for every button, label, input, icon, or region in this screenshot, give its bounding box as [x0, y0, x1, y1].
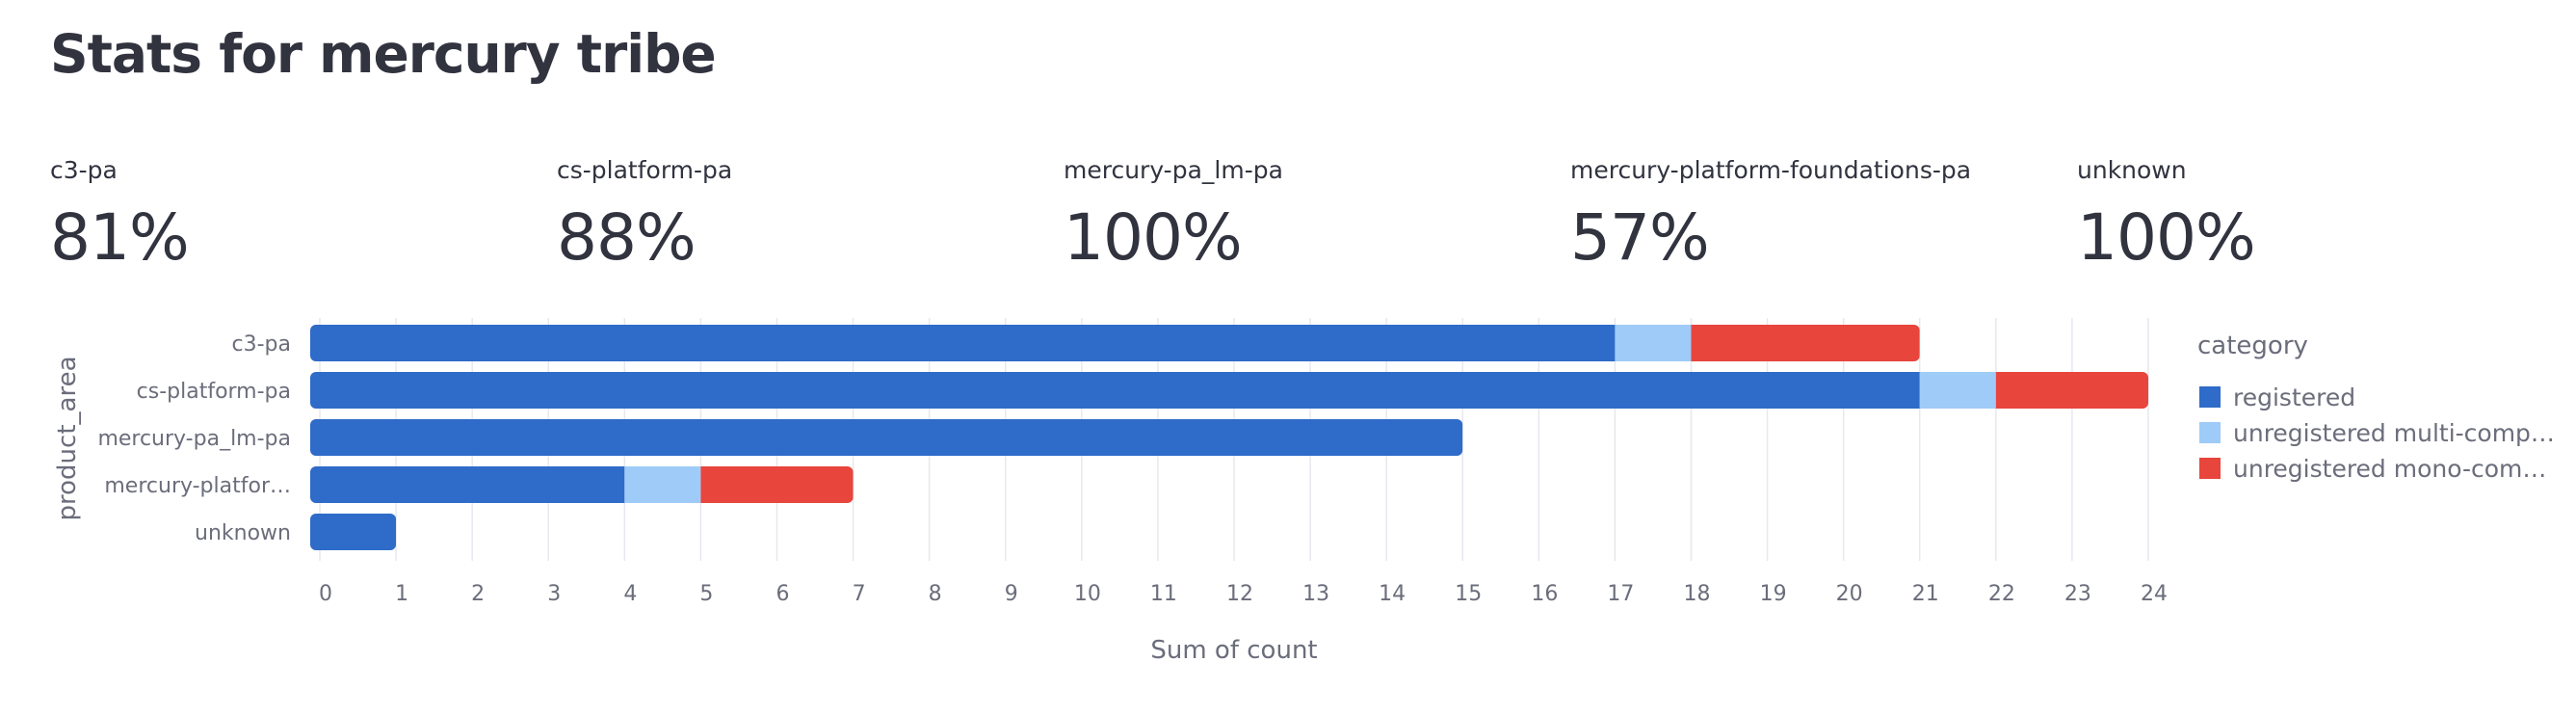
y-axis-label: product_area [53, 357, 82, 521]
x-tick-label: 18 [1684, 582, 1711, 606]
y-tick-label: cs-platform-pa [137, 380, 291, 404]
legend-title: category [2197, 331, 2308, 360]
legend-swatch [2199, 386, 2221, 408]
metric-c3-pa: c3-pa 81% [50, 154, 551, 281]
x-tick-label: 22 [1988, 582, 2015, 606]
x-tick-label: 9 [1005, 582, 1018, 606]
chart-legend: category registered unregistered multi-co… [2197, 331, 2555, 483]
bar-segment-unregistered-mono-component[interactable] [1691, 325, 1920, 361]
bar-segment-unregistered-mono-component[interactable] [700, 466, 854, 503]
metric-label: c3-pa [50, 156, 118, 184]
bar-segment-unregistered-multi-component[interactable] [624, 466, 701, 503]
x-tick-label: 4 [623, 582, 637, 606]
x-tick-label: 6 [776, 582, 790, 606]
x-tick-label: 24 [2141, 582, 2168, 606]
metric-mercury-pa-lm-pa: mercury-pa_lm-pa 100% [1064, 154, 1564, 281]
x-tick-label: 0 [319, 582, 332, 606]
bar-segment-registered[interactable] [310, 325, 1616, 361]
y-tick-label: mercury-platfor… [104, 474, 291, 498]
bar-segment-unregistered-multi-component[interactable] [1615, 325, 1692, 361]
legend-label: unregistered multi-comp… [2233, 419, 2555, 447]
bar-row-unknown[interactable] [310, 514, 397, 550]
page-title: Stats for mercury tribe [50, 23, 717, 85]
x-tick-label: 8 [929, 582, 942, 606]
x-tick-label: 16 [1531, 582, 1558, 606]
metric-label: unknown [2077, 156, 2187, 184]
metric-mercury-platform-foundations-pa: mercury-platform-foundations-pa 57% [1570, 154, 2071, 281]
x-tick-label: 7 [853, 582, 866, 606]
x-tick-label: 13 [1302, 582, 1329, 606]
bar-segment-registered[interactable] [310, 372, 1920, 409]
bar-row-mercury-platform-foundations-pa[interactable] [310, 466, 854, 503]
legend-label: unregistered mono-com… [2233, 455, 2546, 483]
metric-value: 100% [2077, 200, 2256, 275]
metric-label: mercury-pa_lm-pa [1064, 156, 1283, 184]
x-tick-label: 14 [1379, 582, 1406, 606]
x-tick-label: 10 [1074, 582, 1101, 606]
bar-segment-unregistered-multi-component[interactable] [1919, 372, 1996, 409]
bar-segment-registered[interactable] [310, 514, 397, 550]
legend-label: registered [2233, 384, 2355, 411]
metric-value: 81% [50, 200, 190, 275]
chart-bars[interactable] [310, 325, 2148, 550]
metric-label: cs-platform-pa [557, 156, 733, 184]
x-tick-label: 20 [1836, 582, 1863, 606]
metric-unknown: unknown 100% [2077, 154, 2576, 281]
legend-swatch [2199, 458, 2221, 479]
metric-value: 57% [1570, 200, 1710, 275]
y-tick-label: unknown [195, 521, 291, 545]
metric-label: mercury-platform-foundations-pa [1570, 156, 1972, 184]
stacked-bar-chart[interactable]: 0 1 2 3 4 5 6 7 8 9 10 11 12 13 14 15 16 17 18 19 20 21 22 23 24… [0, 308, 2576, 694]
metric-value: 100% [1064, 200, 1243, 275]
y-tick-label: c3-pa [232, 332, 291, 357]
y-axis-ticks: c3-pa cs-platform-pa mercury-pa_lm-pamercu… [97, 332, 291, 545]
bar-row-mercury-pa_lm-pa[interactable] [310, 419, 1463, 456]
y-tick-label: mercury-pa_lm-pa [97, 427, 291, 451]
x-tick-label: 3 [547, 582, 561, 606]
x-tick-label: 11 [1150, 582, 1177, 606]
x-tick-label: 17 [1607, 582, 1634, 606]
bar-row-c3-pa[interactable] [310, 325, 1920, 361]
x-tick-label: 1 [395, 582, 408, 606]
x-tick-label: 21 [1912, 582, 1939, 606]
x-tick-label: 12 [1226, 582, 1253, 606]
x-tick-label: 15 [1455, 582, 1482, 606]
bar-segment-registered[interactable] [310, 419, 1463, 456]
x-axis-label: Sum of count [1150, 636, 1317, 665]
bar-segment-registered[interactable] [310, 466, 625, 503]
x-tick-label: 23 [2064, 582, 2091, 606]
x-axis-ticks: 0 1 2 3 4 5 6 7 8 9 10 11 12 13 14 15 16 17 18 19 20 21 22 23 24 [319, 582, 2168, 606]
legend-swatch [2199, 422, 2221, 443]
x-tick-label: 5 [699, 582, 713, 606]
x-tick-label: 19 [1760, 582, 1787, 606]
bar-segment-unregistered-mono-component[interactable] [1995, 372, 2148, 409]
bar-row-cs-platform-pa[interactable] [310, 372, 2148, 409]
metric-cs-platform-pa: cs-platform-pa 88% [557, 154, 1058, 281]
x-tick-label: 2 [471, 582, 485, 606]
metric-value: 88% [557, 200, 697, 275]
